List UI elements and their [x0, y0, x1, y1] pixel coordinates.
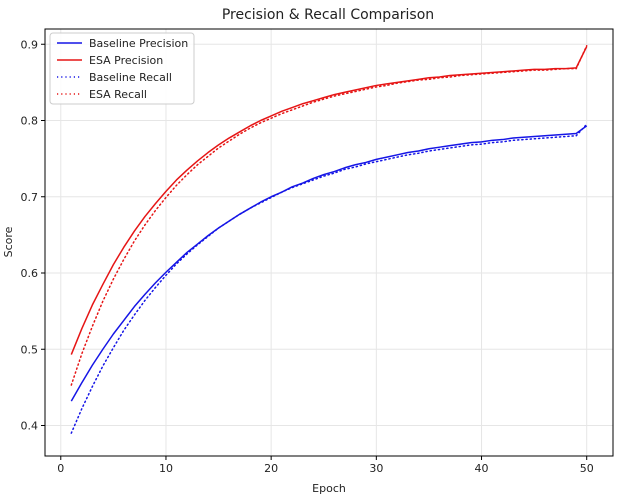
- legend-label-2: ESA Precision: [89, 54, 163, 67]
- chart-legend: Baseline Precision ESA Precision Baseline …: [49, 32, 195, 105]
- legend-frame: [49, 32, 195, 105]
- y-tick-label: 0.8: [21, 115, 39, 128]
- y-tick-label: 0.9: [21, 38, 39, 51]
- x-tick-label: 50: [580, 462, 594, 475]
- series-layer: [70, 45, 588, 434]
- x-tick-label: 0: [57, 462, 64, 475]
- legend-label-4: ESA Recall: [89, 88, 147, 101]
- y-tick-label: 0.4: [21, 420, 39, 433]
- x-axis-label: Epoch: [312, 482, 346, 495]
- legend-label-1: Baseline Precision: [89, 37, 188, 50]
- series-line-2: [70, 46, 588, 355]
- x-tick-label: 10: [159, 462, 173, 475]
- y-tick-label: 0.5: [21, 343, 39, 356]
- plot-frame: [44, 28, 614, 457]
- series-line-1: [70, 125, 588, 402]
- series-line-4: [70, 45, 588, 386]
- y-tick-label: 0.6: [21, 267, 39, 280]
- chart-title: Precision & Recall Comparison: [222, 7, 434, 23]
- y-tick-label: 0.7: [21, 191, 39, 204]
- tick-layer: 0 10 20 30 40 50 0.4 0.5 0.6 0.7 0.8 0.9: [21, 38, 594, 475]
- x-tick-label: 30: [369, 462, 383, 475]
- legend-items: Baseline Precision ESA Precision Baseline …: [57, 37, 188, 101]
- legend-label-3: Baseline Recall: [89, 71, 172, 84]
- y-axis-label: Score: [2, 226, 15, 257]
- x-tick-label: 20: [264, 462, 278, 475]
- x-tick-label: 40: [475, 462, 489, 475]
- grid-layer: [45, 29, 613, 456]
- series-line-3: [70, 123, 588, 434]
